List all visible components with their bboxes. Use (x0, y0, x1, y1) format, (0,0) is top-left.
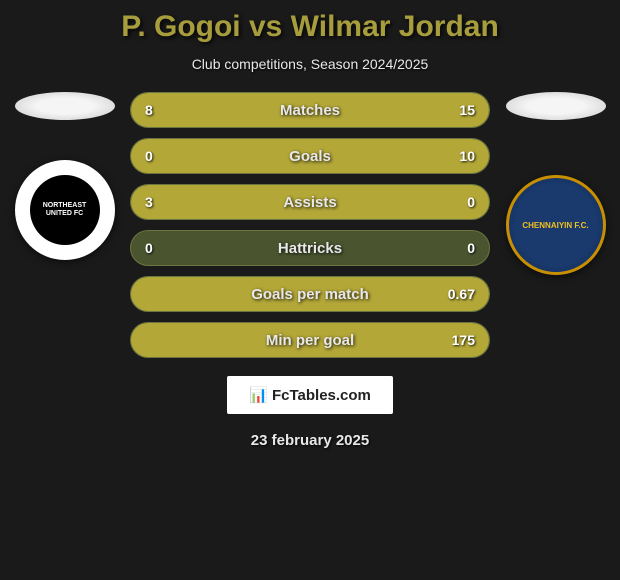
brand-badge[interactable]: FcTables.com (227, 376, 393, 414)
stats-panel: 815Matches 010Goals 30Assists 00Hattricks 0.… (130, 92, 490, 368)
stat-row: 00Hattricks (130, 230, 490, 266)
comparison-card: P. Gogoi vs Wilmar Jordan Club competiti… (0, 0, 620, 459)
player-avatar-right (506, 92, 606, 120)
stat-label: Min per goal (131, 332, 489, 349)
stat-row: 0.67Goals per match (130, 276, 490, 312)
club-badge-left: NORTHEAST UNITED FC (15, 160, 115, 260)
stat-row: 815Matches (130, 92, 490, 128)
stat-label: Goals per match (131, 286, 489, 303)
stat-label: Assists (131, 194, 489, 211)
subtitle: Club competitions, Season 2024/2025 (0, 56, 620, 72)
player-avatar-left (15, 92, 115, 120)
stat-label: Matches (131, 102, 489, 119)
stat-row: 175Min per goal (130, 322, 490, 358)
stat-label: Goals (131, 148, 489, 165)
club-badge-left-text: NORTHEAST UNITED FC (30, 175, 100, 245)
stat-row: 010Goals (130, 138, 490, 174)
left-player-column: NORTHEAST UNITED FC (7, 92, 122, 260)
footer-date: 23 february 2025 (0, 432, 620, 449)
stat-label: Hattricks (131, 240, 489, 257)
club-badge-right: CHENNAIYIN F.C. (506, 175, 606, 275)
main-layout: NORTHEAST UNITED FC 815Matches 010Goals 30… (0, 92, 620, 368)
right-player-column: CHENNAIYIN F.C. (498, 92, 613, 275)
club-badge-right-text: CHENNAIYIN F.C. (522, 221, 588, 230)
page-title: P. Gogoi vs Wilmar Jordan (0, 10, 620, 44)
stat-row: 30Assists (130, 184, 490, 220)
